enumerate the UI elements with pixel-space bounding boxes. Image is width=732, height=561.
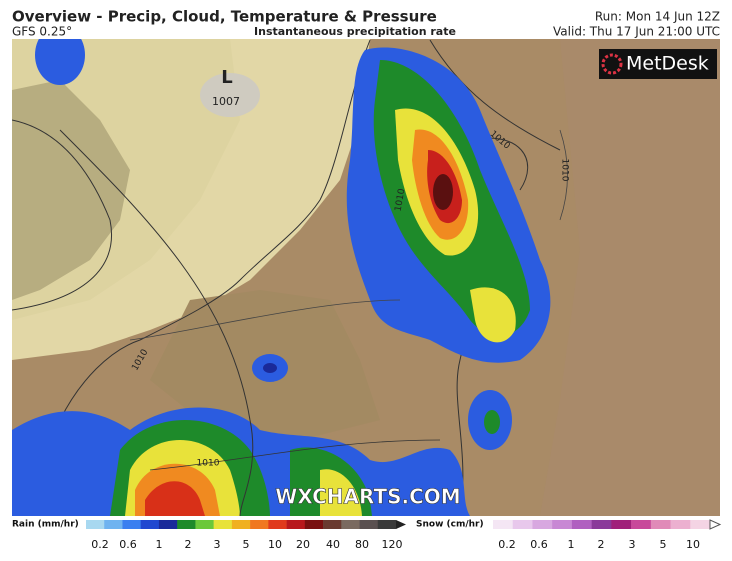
snow-color-step bbox=[493, 520, 514, 529]
rain-tick-label: 1 bbox=[156, 538, 163, 551]
snow-color-step bbox=[571, 520, 592, 529]
snow-tick-label: 3 bbox=[629, 538, 636, 551]
snow-tick-label: 0.2 bbox=[498, 538, 516, 551]
snow-color-step bbox=[512, 520, 533, 529]
snow-arrow bbox=[709, 519, 722, 530]
rain-color-step bbox=[158, 520, 178, 529]
snow-color-step bbox=[552, 520, 573, 529]
rain-title: Rain (mm/hr) bbox=[12, 520, 79, 530]
rain-color-step bbox=[86, 520, 105, 529]
rain-tick-label: 120 bbox=[382, 538, 403, 551]
legend: Rain (mm/hr) Snow (cm/hr) bbox=[12, 520, 484, 530]
rain-color-step bbox=[359, 520, 379, 529]
snow-color-step bbox=[532, 520, 553, 529]
field: Instantaneous precipitation rate bbox=[254, 25, 456, 38]
snow-color-step bbox=[611, 520, 632, 529]
isobar-label: 1010 bbox=[394, 188, 408, 213]
rain-color-step bbox=[104, 520, 123, 529]
snow-color-step bbox=[690, 520, 711, 529]
watermark: WXCHARTS.COM bbox=[275, 485, 460, 509]
rain-color-step bbox=[323, 520, 342, 529]
snow-color-step bbox=[631, 520, 652, 529]
valid: Valid: Thu 17 Jun 21:00 UTC bbox=[553, 25, 720, 39]
rain-tick-label: 3 bbox=[214, 538, 221, 551]
rain-tick-label: 0.6 bbox=[119, 538, 137, 551]
snow-color-step bbox=[670, 520, 691, 529]
rain-color-step bbox=[195, 520, 214, 529]
brand: MetDesk bbox=[626, 53, 709, 75]
low-symbol: L bbox=[221, 67, 232, 88]
snow-tick-label: 1 bbox=[568, 538, 575, 551]
rain-tick-label: 20 bbox=[296, 538, 310, 551]
low-pressure: 1007 bbox=[212, 95, 240, 108]
rain-tick-label: 80 bbox=[355, 538, 369, 551]
snow-tick-label: 5 bbox=[660, 538, 667, 551]
rain-tick-label: 0.2 bbox=[91, 538, 109, 551]
run: Run: Mon 14 Jun 12Z bbox=[595, 10, 720, 24]
snow-tick-label: 2 bbox=[598, 538, 605, 551]
isobar-label: 1010 bbox=[560, 159, 570, 182]
rain-color-step bbox=[286, 520, 306, 529]
rain-color-step bbox=[177, 520, 196, 529]
rain-tick-label: 40 bbox=[326, 538, 340, 551]
rain-tick-label: 2 bbox=[185, 538, 192, 551]
rain-color-step bbox=[231, 520, 251, 529]
snow-tick-label: 0.6 bbox=[530, 538, 548, 551]
snow-color-step bbox=[650, 520, 671, 529]
snow-tick-label: 10 bbox=[686, 538, 700, 551]
rain-color-step bbox=[341, 520, 360, 529]
rain-tick-label: 5 bbox=[243, 538, 250, 551]
isobar-label: 1010 bbox=[197, 459, 220, 469]
title: Overview - Precip, Cloud, Temperature & … bbox=[12, 8, 437, 26]
rain-color-step bbox=[377, 520, 397, 529]
rain-color-step bbox=[213, 520, 233, 529]
map: MetDesk L 1007 WXCHARTS.COM bbox=[12, 39, 720, 516]
snow-title: Snow (cm/hr) bbox=[416, 520, 484, 530]
model: GFS 0.25° bbox=[12, 25, 72, 39]
rain-color-step bbox=[304, 520, 324, 529]
rain-tick-label: 10 bbox=[268, 538, 282, 551]
snow-color-step bbox=[591, 520, 612, 529]
rain-color-step bbox=[268, 520, 287, 529]
brand-box bbox=[599, 49, 717, 79]
rain-arrow bbox=[396, 520, 406, 529]
rain-color-step bbox=[250, 520, 269, 529]
rain-color-step bbox=[140, 520, 160, 529]
rain-color-step bbox=[122, 520, 142, 529]
